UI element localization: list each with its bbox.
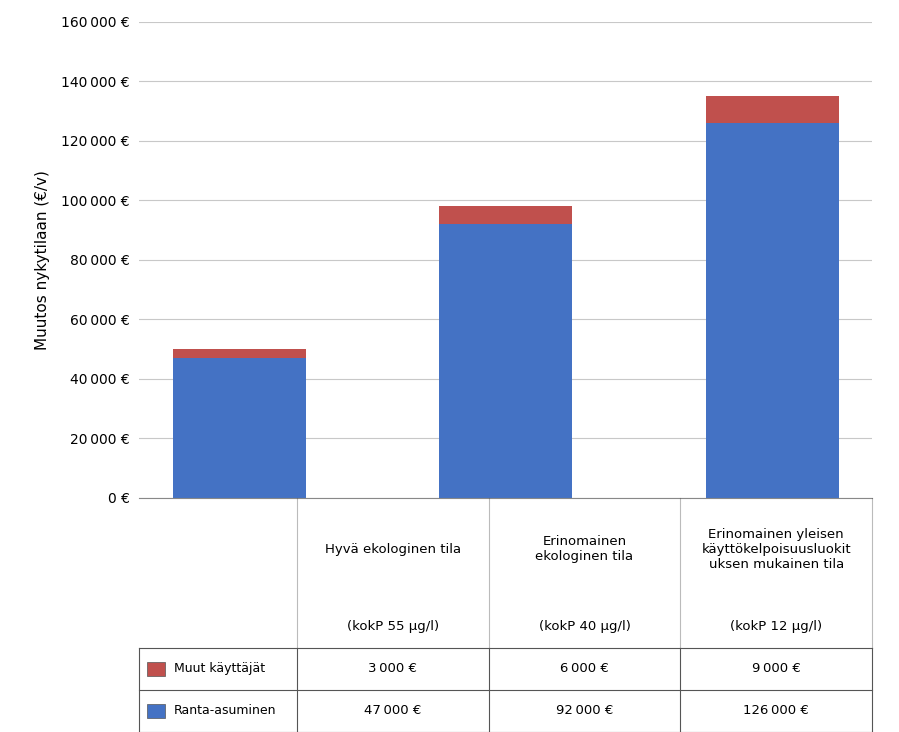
Bar — [706, 123, 839, 498]
Text: Ranta-asuminen: Ranta-asuminen — [174, 704, 276, 717]
Text: Hyvä ekologinen tila: Hyvä ekologinen tila — [325, 543, 461, 556]
Bar — [147, 704, 165, 718]
Text: 3 000 €: 3 000 € — [369, 662, 417, 675]
Text: 9 000 €: 9 000 € — [752, 662, 801, 675]
Text: 6 000 €: 6 000 € — [560, 662, 609, 675]
Text: Erinomainen yleisen
käyttökelpoisuusluokit
uksen mukainen tila: Erinomainen yleisen käyttökelpoisuusluok… — [701, 528, 851, 571]
Text: 92 000 €: 92 000 € — [556, 704, 613, 717]
Bar — [706, 97, 839, 123]
Bar — [439, 206, 573, 224]
Text: 126 000 €: 126 000 € — [743, 704, 809, 717]
Text: (kokP 12 μg/l): (kokP 12 μg/l) — [730, 620, 823, 633]
Bar — [173, 349, 306, 358]
Text: Muut käyttäjät: Muut käyttäjät — [174, 662, 265, 675]
Bar — [439, 224, 573, 498]
Bar — [173, 358, 306, 498]
Text: 47 000 €: 47 000 € — [364, 704, 422, 717]
Bar — [147, 662, 165, 676]
Y-axis label: Muutos nykytilaan (€/v): Muutos nykytilaan (€/v) — [35, 170, 49, 350]
Text: (kokP 40 μg/l): (kokP 40 μg/l) — [539, 620, 630, 633]
Text: Erinomainen
ekologinen tila: Erinomainen ekologinen tila — [536, 535, 634, 564]
Text: (kokP 55 μg/l): (kokP 55 μg/l) — [347, 620, 439, 633]
